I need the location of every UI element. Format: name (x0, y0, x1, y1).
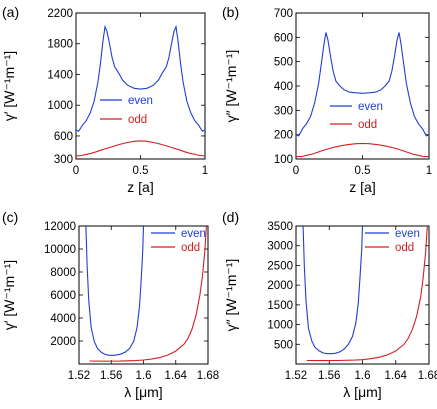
panel-c: 1.52 1.56 1.6 1.64 1.68 2000 4000 6000 8000 10000… (1, 209, 219, 400)
x-tick-label: 1.68 (197, 370, 219, 382)
series-line-odd (76, 140, 205, 157)
plot-frame (295, 12, 430, 160)
series-line-odd (89, 226, 207, 362)
panel-label: (b) (222, 4, 239, 20)
y-tick-label: 3000 (267, 241, 293, 253)
x-tick-label: 1.56 (318, 370, 340, 382)
legend-label-odd: odd (181, 242, 200, 254)
y-tick-label: 1400 (47, 69, 73, 81)
x-tick-label: 1 (426, 165, 432, 177)
panel-d: 1.52 1.56 1.6 1.64 1.68 500 1000 1500 2000 2500 30… (222, 209, 437, 400)
series-line-even (85, 226, 145, 356)
panel-label: (d) (222, 209, 239, 225)
y-tick-label: 500 (274, 339, 293, 351)
y-tick-label: 400 (274, 81, 293, 93)
y-tick-label: 600 (274, 32, 293, 44)
y-tick-label: 1800 (47, 39, 73, 51)
y-axis-label: γ″ [W⁻¹m⁻¹] (223, 259, 239, 332)
series-line-even (302, 226, 364, 355)
y-tick-label: 8000 (50, 267, 76, 279)
y-tick-label: 600 (54, 131, 73, 143)
x-tick-label: 1.64 (165, 370, 188, 382)
x-tick-label: 1.52 (285, 370, 307, 382)
y-tick-label: 10000 (44, 244, 76, 256)
y-tick-label: 6000 (50, 290, 76, 302)
x-axis-label: z [a] (349, 179, 375, 195)
y-tick-label: 1000 (267, 320, 293, 332)
y-tick-label: 3500 (267, 221, 293, 233)
y-tick-label: 700 (274, 8, 293, 20)
panel-a: 0 0.5 1 300 600 1000 1400 1800 2200 even odd z [a] γ… (1, 4, 208, 195)
legend-label-odd: odd (395, 242, 414, 254)
y-tick-label: 2200 (47, 8, 73, 20)
x-tick-label: 0 (73, 165, 79, 177)
series-line-even (76, 24, 205, 133)
x-tick-label: 1.64 (385, 370, 408, 382)
y-tick-label: 12000 (44, 221, 76, 233)
series-line-even (296, 32, 429, 137)
panel-label: (a) (2, 4, 19, 20)
x-axis-label: z [a] (127, 179, 153, 195)
y-tick-label: 100 (274, 154, 293, 166)
legend-label-even: even (358, 101, 383, 113)
x-tick-label: 0.5 (133, 165, 149, 177)
y-tick-label: 1500 (267, 300, 293, 312)
x-axis-label: λ [μm] (343, 384, 381, 400)
y-tick-label: 300 (274, 105, 293, 117)
x-axis-label: λ [μm] (124, 384, 162, 400)
y-axis-label: γ′ [W⁻¹m⁻¹] (1, 51, 17, 121)
x-tick-label: 0.5 (355, 165, 371, 177)
series-line-odd (306, 226, 428, 362)
x-tick-label: 1 (202, 165, 208, 177)
y-axis-label: γ′ [W⁻¹m⁻¹] (1, 260, 17, 330)
y-tick-label: 1000 (47, 100, 73, 112)
x-tick-label: 1.6 (136, 370, 152, 382)
y-axis-label: γ″ [W⁻¹m⁻¹] (223, 50, 239, 123)
legend-label-odd: odd (358, 119, 377, 131)
x-tick-label: 1.68 (418, 370, 437, 382)
x-tick-label: 1.6 (355, 370, 371, 382)
x-tick-label: 1.52 (68, 370, 90, 382)
y-tick-label: 2000 (267, 280, 293, 292)
y-tick-label: 2000 (50, 336, 76, 348)
legend-label-even: even (181, 228, 206, 240)
x-tick-label: 1.56 (100, 370, 122, 382)
series-line-odd (296, 142, 429, 158)
legend-label-even: even (395, 228, 420, 240)
y-tick-label: 2500 (267, 260, 293, 272)
y-tick-label: 4000 (50, 313, 76, 325)
y-tick-label: 300 (54, 154, 73, 166)
x-tick-label: 0 (293, 165, 299, 177)
legend-label-odd: odd (128, 114, 147, 126)
y-tick-label: 200 (274, 130, 293, 142)
plot-frame (75, 12, 206, 160)
y-tick-label: 500 (274, 57, 293, 69)
panel-label: (c) (2, 209, 18, 225)
panel-b: 0 0.5 1 100 200 300 400 500 600 700 even odd z [a] γ″… (222, 4, 432, 195)
legend-label-even: even (128, 95, 153, 107)
